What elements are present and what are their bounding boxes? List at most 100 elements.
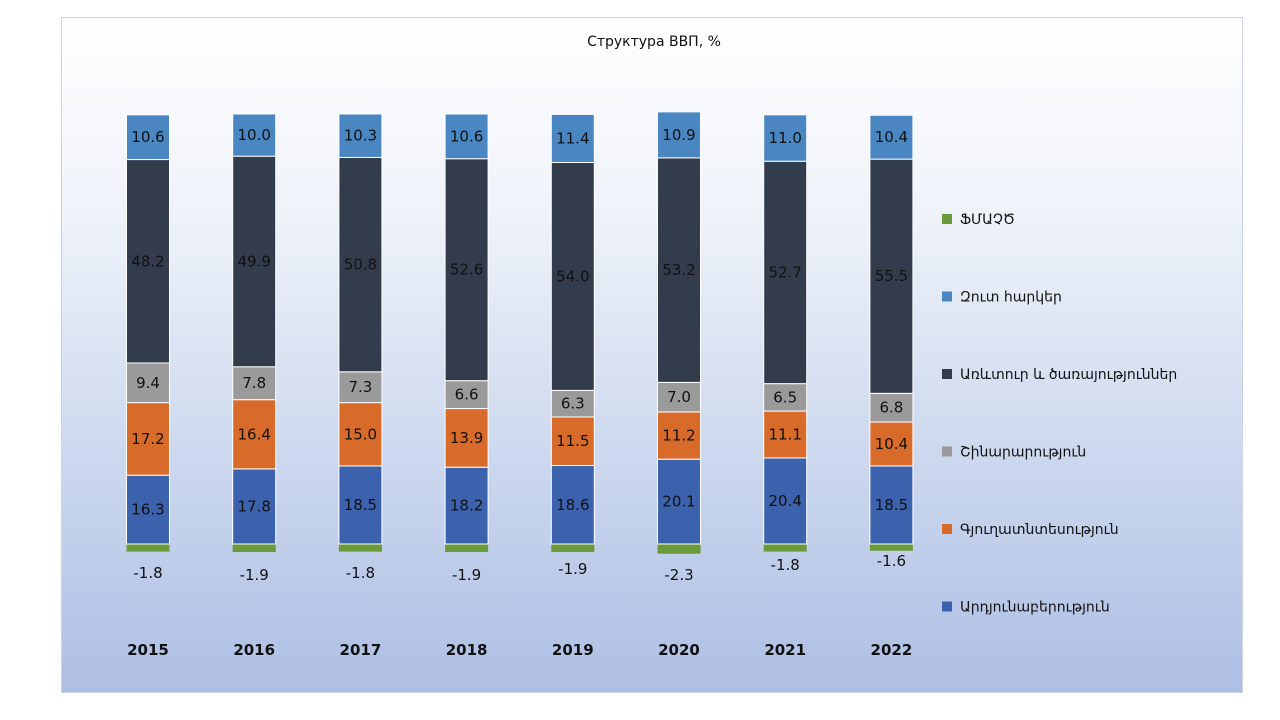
bar-segment-Առևտուր-և-ծառայություններ-2020 xyxy=(657,157,701,383)
bar-segment-Զուտ-հարկեր-2020 xyxy=(657,111,701,159)
bar-segment-Զուտ-հարկեր-2016 xyxy=(232,113,277,157)
value-label-Շինարարություն-2017: 7.3 xyxy=(348,378,372,396)
value-label-ՖՄԱՉԾ-2019: -1.9 xyxy=(558,560,587,578)
value-label-Գյուղատնտեսություն-2019: 11.5 xyxy=(556,432,589,450)
value-label-Զուտ-հարկեր-2017: 10.3 xyxy=(344,127,377,145)
legend-label-Գյուղատնտեսություն: Գյուղատնտեսություն xyxy=(960,522,1119,538)
x-tick-label-2019: 2019 xyxy=(552,641,594,659)
bar-segment-ՖՄԱՉԾ-2022 xyxy=(869,544,913,551)
legend-item-ՖՄԱՉԾ: ՖՄԱՉԾ xyxy=(942,212,1015,228)
bar-segment-Գյուղատնտեսություն-2015 xyxy=(126,402,170,476)
value-label-Գյուղատնտեսություն-2018: 13.9 xyxy=(450,429,483,447)
x-tick-label-2017: 2017 xyxy=(340,641,382,659)
bar-segment-Գյուղատնտեսություն-2016 xyxy=(232,399,277,470)
bar-segment-ՖՄԱՉԾ-2020 xyxy=(657,544,701,554)
bar-segment-Զուտ-հարկեր-2018 xyxy=(444,113,489,160)
bar-segment-Շինարարություն-2022 xyxy=(869,392,914,423)
bar-segment-Արդյունաբերություն-2019 xyxy=(550,465,595,545)
bar-segment-ՖՄԱՉԾ-2015 xyxy=(126,544,170,552)
value-label-Առևտուր-և-ծառայություններ-2021: 52.7 xyxy=(768,263,801,281)
bar-segment-Շինարարություն-2019 xyxy=(550,389,595,418)
value-label-ՖՄԱՉԾ-2021: -1.8 xyxy=(771,556,800,574)
bar-segment-ՖՄԱՉԾ-2016 xyxy=(232,544,276,553)
value-label-Գյուղատնտեսություն-2015: 17.2 xyxy=(131,430,164,448)
value-label-Առևտուր-և-ծառայություններ-2022: 55.5 xyxy=(875,267,908,285)
chart-title: Структура ВВП, % xyxy=(587,34,721,50)
legend-label-Զուտ-հարկեր: Զուտ հարկեր xyxy=(960,290,1062,306)
value-label-Արդյունաբերություն-2021: 20.4 xyxy=(768,492,801,510)
value-label-Արդյունաբերություն-2022: 18.5 xyxy=(875,496,908,514)
bar-segment-Առևտուր-և-ծառայություններ-2016 xyxy=(232,155,277,368)
bar-segment-ՖՄԱՉԾ-2017 xyxy=(338,544,382,552)
value-label-ՖՄԱՉԾ-2020: -2.3 xyxy=(664,566,693,584)
bar-segment-Շինարարություն-2018 xyxy=(444,380,489,410)
bar-segment-Արդյունաբերություն-2018 xyxy=(444,466,489,545)
bar-segment-Առևտուր-և-ծառայություններ-2015 xyxy=(126,159,170,364)
value-label-Շինարարություն-2021: 6.5 xyxy=(773,388,797,406)
bar-segment-Արդյունաբերություն-2016 xyxy=(232,468,277,545)
x-tick-label-2020: 2020 xyxy=(658,641,700,659)
x-axis-labels: 2015 2016 2017 2018 2019 2020 2021 2022 xyxy=(127,641,912,659)
value-label-Շինարարություն-2020: 7.0 xyxy=(667,388,691,406)
value-label-Արդյունաբերություն-2015: 16.3 xyxy=(131,501,164,519)
value-label-Գյուղատնտեսություն-2016: 16.4 xyxy=(237,425,270,443)
bar-segment-Գյուղատնտեսություն-2017 xyxy=(338,402,383,467)
value-label-Արդյունաբերություն-2020: 20.1 xyxy=(662,493,695,511)
value-label-Շինարարություն-2019: 6.3 xyxy=(561,395,585,413)
bar-segment-Գյուղատնտեսություն-2020 xyxy=(657,411,701,460)
bar-segment-Արդյունաբերություն-2015 xyxy=(126,474,170,545)
value-label-Գյուղատնտեսություն-2021: 11.1 xyxy=(768,425,801,443)
value-label-Շինարարություն-2015: 9.4 xyxy=(136,374,160,392)
legend-swatch-Զուտ-հարկեր xyxy=(942,291,952,302)
value-label-Առևտուր-և-ծառայություններ-2018: 52.6 xyxy=(450,261,483,279)
value-label-Արդյունաբերություն-2017: 18.5 xyxy=(344,496,377,514)
legend-item-Արդյունաբերություն: Արդյունաբերություն xyxy=(942,600,1110,616)
bar-segment-Գյուղատնտեսություն-2018 xyxy=(444,408,489,468)
value-label-Զուտ-հարկեր-2019: 11.4 xyxy=(556,129,589,147)
x-tick-label-2016: 2016 xyxy=(233,641,275,659)
value-label-Զուտ-հարկեր-2016: 10.0 xyxy=(237,126,270,144)
bar-segment-Զուտ-հարկեր-2021 xyxy=(763,114,808,162)
bar-segment-Զուտ-հարկեր-2022 xyxy=(869,114,914,160)
value-labels-group: -1.8 16.3 17.2 9.4 48.2 10.6 -1.9 17.8 16.4 7.8 49… xyxy=(131,126,908,584)
legend-swatch-Շինարարություն xyxy=(942,446,952,457)
legend: ՖՄԱՉԾ Զուտ հարկեր Առևտուր և ծառայություննե… xyxy=(942,212,1177,616)
value-label-Գյուղատնտեսություն-2017: 15.0 xyxy=(344,425,377,443)
legend-label-Առևտուր-և-ծառայություններ: Առևտուր և ծառայություններ xyxy=(960,367,1177,383)
bars-group xyxy=(126,111,914,554)
bar-segment-Առևտուր-և-ծառայություններ-2018 xyxy=(444,158,489,382)
x-tick-label-2022: 2022 xyxy=(871,641,913,659)
bar-segment-Զուտ-հարկեր-2019 xyxy=(550,113,595,164)
value-label-Գյուղատնտեսություն-2022: 10.4 xyxy=(875,435,908,453)
value-label-ՖՄԱՉԾ-2015: -1.8 xyxy=(133,564,162,582)
value-label-ՖՄԱՉԾ-2022: -1.6 xyxy=(877,552,906,570)
x-tick-label-2015: 2015 xyxy=(127,641,169,659)
bar-segment-Շինարարություն-2016 xyxy=(232,366,277,401)
legend-label-Շինարարություն: Շինարարություն xyxy=(960,445,1086,461)
x-tick-label-2021: 2021 xyxy=(764,641,806,659)
value-label-Առևտուր-և-ծառայություններ-2019: 54.0 xyxy=(556,267,589,285)
legend-item-Շինարարություն: Շինարարություն xyxy=(942,445,1086,461)
bar-segment-ՖՄԱՉԾ-2019 xyxy=(551,544,595,553)
bar-segment-Շինարարություն-2020 xyxy=(657,381,701,413)
value-label-Առևտուր-և-ծառայություններ-2015: 48.2 xyxy=(131,252,164,270)
value-label-Գյուղատնտեսություն-2020: 11.2 xyxy=(662,427,695,445)
value-label-Արդյունաբերություն-2018: 18.2 xyxy=(450,497,483,515)
legend-swatch-Գյուղատնտեսություն xyxy=(942,524,952,534)
value-label-Շինարարություն-2022: 6.8 xyxy=(879,399,903,417)
legend-swatch-Արդյունաբերություն xyxy=(942,601,952,612)
value-label-Առևտուր-և-ծառայություններ-2020: 53.2 xyxy=(662,261,695,279)
bar-segment-Շինարարություն-2017 xyxy=(338,371,383,404)
bar-segment-Զուտ-հարկեր-2017 xyxy=(338,113,383,158)
value-label-Արդյունաբերություն-2016: 17.8 xyxy=(237,497,270,515)
value-label-Զուտ-հարկեր-2018: 10.6 xyxy=(450,127,483,145)
legend-item-Գյուղատնտեսություն: Գյուղատնտեսություն xyxy=(942,522,1119,538)
value-label-Արդյունաբերություն-2019: 18.6 xyxy=(556,496,589,514)
legend-item-Զուտ-հարկեր: Զուտ հարկեր xyxy=(942,290,1062,306)
bar-segment-Գյուղատնտեսություն-2021 xyxy=(763,410,808,459)
x-tick-label-2018: 2018 xyxy=(446,641,488,659)
legend-swatch-Առևտուր-և-ծառայություններ xyxy=(942,369,952,379)
chart-area: Структура ВВП, % -1.8 16.3 17.2 9.4 48.2 10.6… xyxy=(61,17,1243,693)
legend-swatch-ՖՄԱՉԾ xyxy=(942,214,952,224)
bar-segment-Արդյունաբերություն-2022 xyxy=(869,465,914,545)
